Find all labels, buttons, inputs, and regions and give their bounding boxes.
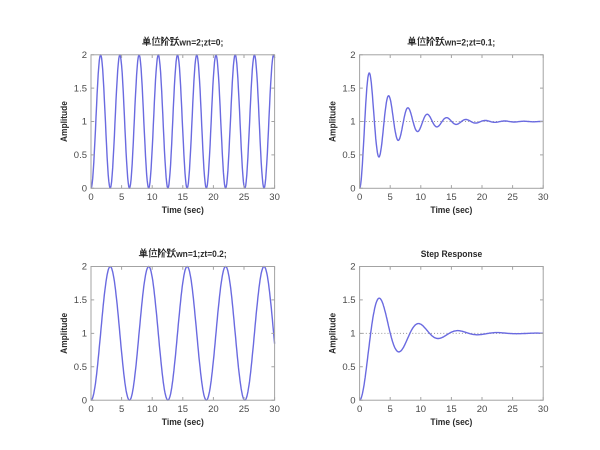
svg-text:2: 2 xyxy=(350,50,355,61)
svg-text:0: 0 xyxy=(82,183,87,194)
svg-text:15: 15 xyxy=(178,192,189,203)
svg-text:wn=2;zt=0.1;: wn=2;zt=0.1; xyxy=(444,37,495,48)
svg-text:30: 30 xyxy=(269,192,280,203)
svg-text:25: 25 xyxy=(507,404,518,415)
svg-text:Amplitude: Amplitude xyxy=(327,101,337,142)
svg-text:1.5: 1.5 xyxy=(74,295,87,306)
svg-text:5: 5 xyxy=(119,404,124,415)
svg-text:1: 1 xyxy=(82,328,87,339)
svg-text:1: 1 xyxy=(82,117,87,128)
svg-text:Time (sec): Time (sec) xyxy=(162,417,204,427)
svg-text:30: 30 xyxy=(538,192,549,203)
svg-text:wn=1;zt=0.2;: wn=1;zt=0.2; xyxy=(175,249,226,260)
svg-text:2: 2 xyxy=(350,262,355,273)
svg-text:15: 15 xyxy=(178,404,189,415)
svg-text:2: 2 xyxy=(82,262,87,273)
svg-text:5: 5 xyxy=(388,192,393,203)
svg-text:Time (sec): Time (sec) xyxy=(162,205,204,215)
svg-text:25: 25 xyxy=(239,404,250,415)
svg-text:20: 20 xyxy=(208,404,219,415)
svg-text:0.5: 0.5 xyxy=(74,362,87,373)
svg-text:10: 10 xyxy=(416,192,427,203)
svg-text:1.5: 1.5 xyxy=(342,295,355,306)
svg-text:Amplitude: Amplitude xyxy=(327,313,337,354)
svg-text:1.5: 1.5 xyxy=(342,83,355,94)
svg-text:15: 15 xyxy=(446,192,457,203)
svg-text:20: 20 xyxy=(477,404,488,415)
svg-text:20: 20 xyxy=(208,192,219,203)
svg-text:0: 0 xyxy=(88,404,93,415)
svg-text:30: 30 xyxy=(269,404,280,415)
svg-text:0.5: 0.5 xyxy=(342,362,355,373)
svg-text:5: 5 xyxy=(119,192,124,203)
svg-text:20: 20 xyxy=(477,192,488,203)
svg-text:Amplitude: Amplitude xyxy=(59,101,69,142)
svg-text:0: 0 xyxy=(82,395,87,406)
svg-text:1: 1 xyxy=(350,117,355,128)
svg-text:10: 10 xyxy=(416,404,427,415)
svg-text:1: 1 xyxy=(350,328,355,339)
svg-text:10: 10 xyxy=(147,192,158,203)
svg-text:25: 25 xyxy=(239,192,250,203)
svg-text:0.5: 0.5 xyxy=(342,150,355,161)
svg-text:0.5: 0.5 xyxy=(74,150,87,161)
svg-text:Step Response: Step Response xyxy=(421,249,483,260)
svg-text:Time (sec): Time (sec) xyxy=(430,205,472,215)
svg-text:1.5: 1.5 xyxy=(74,83,87,94)
svg-text:25: 25 xyxy=(507,192,518,203)
svg-text:Time (sec): Time (sec) xyxy=(430,417,472,427)
svg-text:0: 0 xyxy=(357,404,362,415)
svg-text:2: 2 xyxy=(82,50,87,61)
svg-text:30: 30 xyxy=(538,404,549,415)
svg-text:0: 0 xyxy=(357,192,362,203)
svg-text:wn=2;zt=0;: wn=2;zt=0; xyxy=(179,37,224,48)
svg-text:0: 0 xyxy=(350,395,355,406)
svg-text:Amplitude: Amplitude xyxy=(59,313,69,354)
svg-text:5: 5 xyxy=(388,404,393,415)
svg-text:15: 15 xyxy=(446,404,457,415)
svg-text:0: 0 xyxy=(350,183,355,194)
svg-text:0: 0 xyxy=(88,192,93,203)
svg-text:10: 10 xyxy=(147,404,158,415)
